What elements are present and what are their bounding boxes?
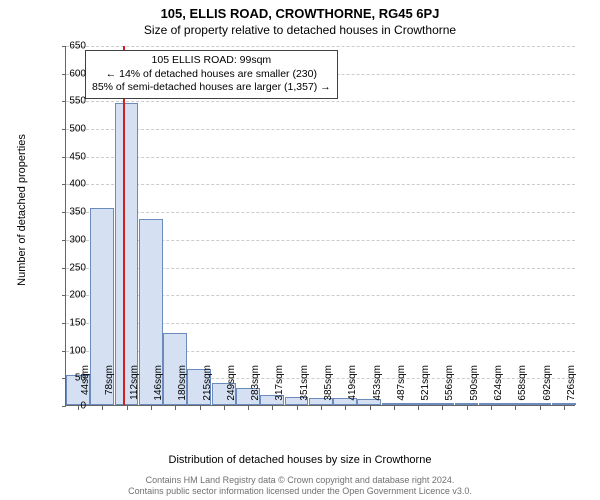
marker-line	[123, 46, 125, 405]
xtick-label: 624sqm	[493, 365, 504, 415]
gridline	[66, 184, 575, 185]
x-axis-label: Distribution of detached houses by size …	[0, 454, 600, 466]
chart-title: 105, ELLIS ROAD, CROWTHORNE, RG45 6PJ	[0, 0, 600, 21]
xtick-mark	[151, 406, 152, 410]
xtick-label: 112sqm	[129, 365, 140, 415]
xtick-label: 521sqm	[420, 365, 431, 415]
plot	[65, 46, 575, 406]
xtick-mark	[418, 406, 419, 410]
xtick-label: 215sqm	[202, 365, 213, 415]
ytick-label: 200	[46, 290, 86, 301]
ytick-label: 100	[46, 345, 86, 356]
plot-area	[65, 46, 575, 406]
xtick-label: 385sqm	[323, 365, 334, 415]
footer-line-1: Contains HM Land Registry data © Crown c…	[0, 475, 600, 486]
xtick-mark	[248, 406, 249, 410]
gridline	[66, 157, 575, 158]
xtick-mark	[370, 406, 371, 410]
ytick-label: 650	[46, 41, 86, 52]
xtick-label: 590sqm	[469, 365, 480, 415]
xtick-label: 283sqm	[250, 365, 261, 415]
ytick-label: 450	[46, 151, 86, 162]
xtick-label: 146sqm	[153, 365, 164, 415]
footer-line-2: Contains public sector information licen…	[0, 486, 600, 497]
xtick-mark	[540, 406, 541, 410]
xtick-mark	[297, 406, 298, 410]
xtick-label: 487sqm	[396, 365, 407, 415]
info-box: 105 ELLIS ROAD: 99sqm ← 14% of detached …	[85, 50, 338, 99]
ytick-label: 350	[46, 207, 86, 218]
gridline	[66, 129, 575, 130]
ytick-label: 600	[46, 68, 86, 79]
xtick-label: 453sqm	[372, 365, 383, 415]
histogram-bar	[115, 103, 139, 405]
xtick-label: 556sqm	[444, 365, 455, 415]
xtick-label: 180sqm	[177, 365, 188, 415]
gridline	[66, 46, 575, 47]
xtick-label: 419sqm	[347, 365, 358, 415]
xtick-label: 78sqm	[104, 365, 115, 415]
gridline	[66, 212, 575, 213]
xtick-mark	[467, 406, 468, 410]
xtick-mark	[491, 406, 492, 410]
ytick-label: 250	[46, 262, 86, 273]
ytick-label: 300	[46, 234, 86, 245]
info-line-1: 105 ELLIS ROAD: 99sqm	[92, 54, 331, 68]
xtick-label: 658sqm	[517, 365, 528, 415]
xtick-mark	[394, 406, 395, 410]
xtick-mark	[200, 406, 201, 410]
xtick-label: 726sqm	[566, 365, 577, 415]
xtick-mark	[127, 406, 128, 410]
chart-subtitle: Size of property relative to detached ho…	[0, 21, 600, 37]
xtick-label: 317sqm	[274, 365, 285, 415]
ytick-label: 150	[46, 317, 86, 328]
xtick-mark	[321, 406, 322, 410]
xtick-label: 249sqm	[226, 365, 237, 415]
xtick-label: 44sqm	[80, 365, 91, 415]
xtick-mark	[564, 406, 565, 410]
gridline	[66, 101, 575, 102]
xtick-label: 692sqm	[542, 365, 553, 415]
info-line-2: ← 14% of detached houses are smaller (23…	[92, 68, 331, 82]
y-axis-label: Number of detached properties	[16, 110, 28, 310]
info-line-3: 85% of semi-detached houses are larger (…	[92, 81, 331, 95]
ytick-label: 550	[46, 96, 86, 107]
chart-container: 105, ELLIS ROAD, CROWTHORNE, RG45 6PJ Si…	[0, 0, 600, 500]
ytick-label: 400	[46, 179, 86, 190]
footer: Contains HM Land Registry data © Crown c…	[0, 475, 600, 498]
ytick-label: 500	[46, 124, 86, 135]
xtick-label: 351sqm	[299, 365, 310, 415]
xtick-mark	[224, 406, 225, 410]
y-axis-label-text: Number of detached properties	[16, 134, 28, 286]
